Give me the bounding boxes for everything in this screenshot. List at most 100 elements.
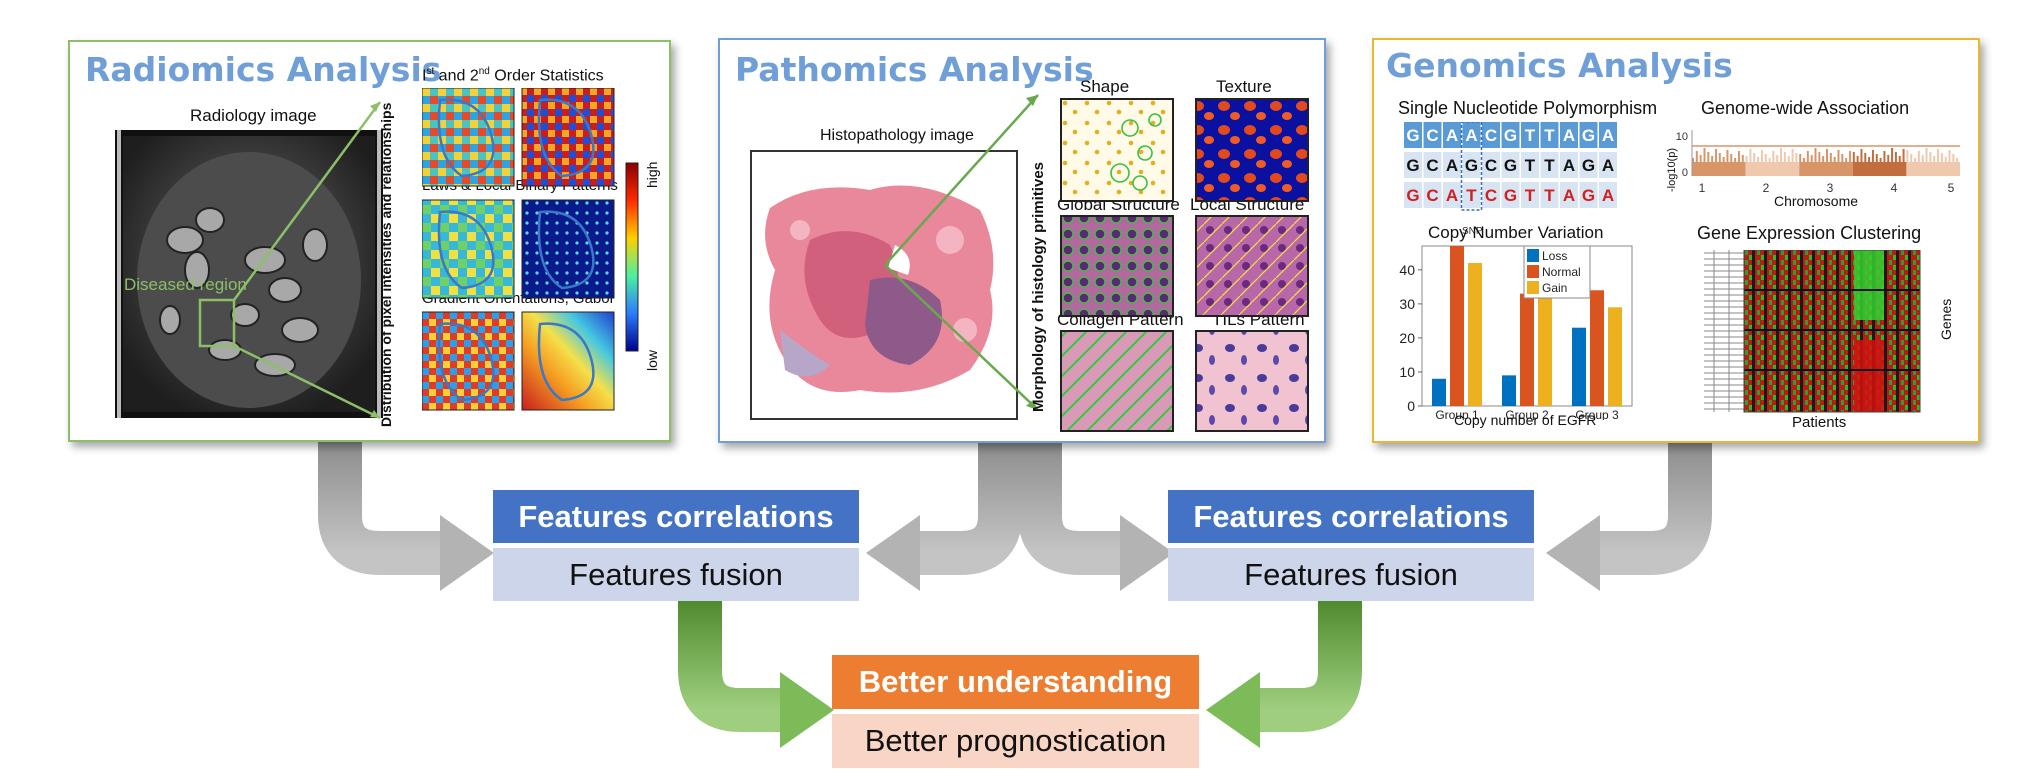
snp-cell [1560, 182, 1578, 208]
radiomics-panel: Radiomics Analysis Radiology image Disea… [68, 40, 671, 442]
gwas-point [1791, 149, 1794, 162]
snp-cell [1599, 122, 1617, 148]
gwas-point [1956, 158, 1959, 162]
gwas-point [1925, 148, 1928, 162]
snp-base: T [1544, 156, 1555, 175]
gwas-point [1856, 156, 1859, 162]
radiomics-colorbar [625, 162, 639, 352]
gwas-point [1875, 154, 1878, 162]
gwas-point [1891, 148, 1894, 162]
gwas-point [1787, 156, 1790, 162]
gwas-point [1757, 157, 1760, 162]
cnv-bar-loss [1502, 375, 1516, 406]
snp-base: G [1504, 186, 1517, 205]
gwas-point [1780, 148, 1783, 162]
gwas-xtick: 1 [1699, 181, 1706, 195]
gwas-xlabel: Chromosome [1774, 193, 1859, 209]
cnv-legend-swatch [1527, 265, 1539, 278]
cnv-bar-gain [1608, 307, 1622, 406]
cnv-bar-loss [1432, 378, 1446, 406]
snp-label: SNP [1462, 226, 1483, 237]
gene-expression-title: Gene Expression Clustering [1697, 223, 1922, 243]
cnv-bar-normal [1450, 246, 1464, 406]
snp-base: G [1406, 186, 1419, 205]
arrow-pathomics-right-head [1120, 515, 1174, 591]
diseased-region-box [198, 298, 236, 348]
gwas-title: Genome-wide Association [1701, 98, 1910, 118]
snp-base: A [1563, 126, 1575, 145]
snp-cell [1404, 152, 1422, 178]
snp-base: G [1582, 186, 1595, 205]
colorbar-high-label: high [644, 161, 660, 188]
gwas-point [1806, 151, 1809, 162]
cnv-ytick-label: 10 [1399, 364, 1415, 380]
cnv-bar-normal [1520, 293, 1534, 406]
gwas-point [1818, 152, 1821, 162]
gwas-point [1826, 149, 1828, 162]
arrow-right-to-outcome [1260, 600, 1362, 732]
snp-cell [1462, 182, 1481, 208]
arrow-pathomics-to-left [920, 440, 1022, 575]
pathomics-panel: Pathomics Analysis Histopathology image … [718, 38, 1326, 443]
gwas-point [1917, 151, 1920, 162]
gwas-xtick: 5 [1948, 181, 1955, 195]
gwas-point [1845, 158, 1848, 162]
cnv-category-label: Group 1 [1435, 408, 1479, 420]
gwas-point [1887, 155, 1890, 162]
gwas-point [1852, 152, 1855, 162]
cnv-legend-label: Loss [1542, 249, 1567, 263]
snp-base: T [1525, 156, 1536, 175]
snp-cell [1482, 122, 1500, 148]
cnv-legend-label: Normal [1542, 265, 1581, 279]
snp-base: A [1602, 156, 1614, 175]
gwas-point [1910, 154, 1913, 162]
snp-cell [1443, 152, 1461, 178]
cnv-bar-normal [1590, 290, 1604, 406]
cnv-category-label: Group 3 [1575, 408, 1619, 420]
genomics-panel: Genomics Analysis Single Nucleotide Poly… [1372, 38, 1980, 443]
snp-base: G [1582, 156, 1595, 175]
arrow-radiomics-to-fusion [318, 440, 440, 575]
arrow-pathomics-left-head [866, 515, 920, 591]
gene-xlabel: Patients [1792, 414, 1847, 431]
snp-base: A [1563, 156, 1575, 175]
better-prognostication-box: Better prognostication [832, 714, 1199, 768]
gwas-point [1906, 150, 1909, 162]
gwas-point [1799, 154, 1802, 162]
snp-base: T [1544, 186, 1555, 205]
snp-base: G [1465, 156, 1478, 175]
cnv-legend-swatch [1527, 281, 1539, 294]
snp-title: Single Nucleotide Polymorphism [1398, 98, 1658, 118]
gwas-point [1741, 155, 1744, 162]
gwas-point [1772, 151, 1775, 162]
gwas-plot: 10 01 2 3 4 5 [1676, 130, 1960, 195]
cnv-bar-loss [1572, 327, 1586, 406]
snp-cell [1501, 152, 1520, 178]
gwas-chromosome-band [1799, 162, 1853, 176]
snp-cell [1521, 182, 1539, 208]
snp-cell [1560, 122, 1578, 148]
snp-base: T [1544, 126, 1555, 145]
cnv-legend-swatch [1527, 249, 1539, 262]
gwas-point [1841, 154, 1844, 162]
pathomics-vertical-label: Morphology of histology primitives [1030, 161, 1047, 412]
snp-base: G [1504, 156, 1517, 175]
gwas-point [1814, 148, 1817, 162]
gwas-point [1753, 153, 1756, 162]
gwas-point [1879, 158, 1882, 162]
snp-base: G [1406, 156, 1419, 175]
gwas-chromosome-band [1692, 162, 1746, 176]
snp-cell [1540, 122, 1559, 148]
snp-base: A [1563, 186, 1575, 205]
snp-cell [1521, 152, 1539, 178]
tile-label-shape: Shape [1080, 77, 1130, 96]
gwas-point [1707, 152, 1710, 162]
gwas-point [1726, 150, 1729, 162]
gwas-point [1937, 149, 1940, 162]
order-statistics-label: Ist and 2nd Order Statistics [422, 66, 604, 85]
gwas-point [1833, 157, 1836, 162]
colorbar-low-label: low [644, 349, 660, 371]
features-fusion-left: Features fusion [493, 548, 859, 601]
gwas-point [1883, 151, 1886, 162]
